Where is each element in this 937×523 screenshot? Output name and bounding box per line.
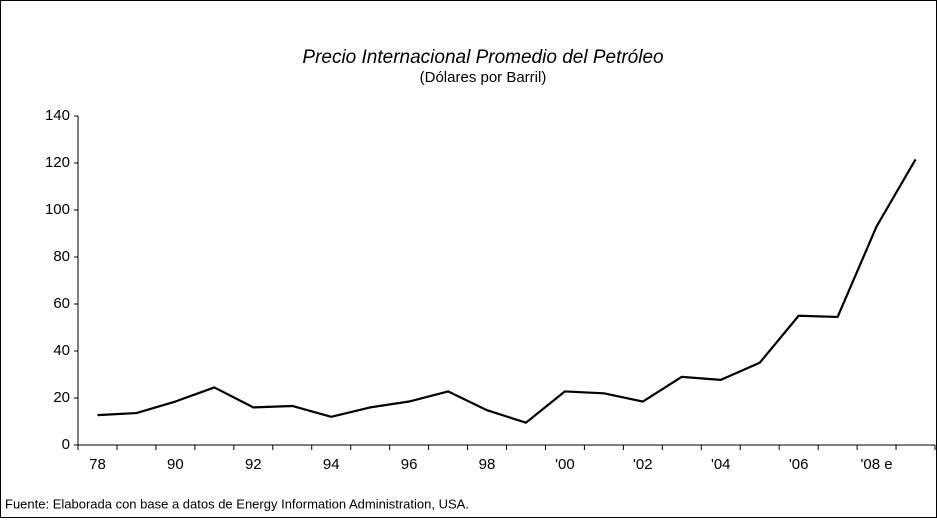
data-line xyxy=(97,158,917,424)
y-tick-label: 60 xyxy=(53,295,70,312)
chart-title: Precio Internacional Promedio del Petról… xyxy=(302,47,663,68)
x-tick-label: 94 xyxy=(323,456,340,473)
y-tick-label: 100 xyxy=(45,201,70,218)
y-tick-label: 40 xyxy=(53,342,70,359)
x-tick-label: '06 xyxy=(789,456,809,473)
y-tick-label: 140 xyxy=(45,107,70,124)
x-tick-label: 98 xyxy=(479,456,496,473)
x-tick-label: '04 xyxy=(711,456,731,473)
y-tick-label: 20 xyxy=(53,389,70,406)
x-tick-label: 96 xyxy=(401,456,418,473)
y-tick-label: 0 xyxy=(62,436,70,453)
y-tick-label: 80 xyxy=(53,248,70,265)
x-tick-label: '02 xyxy=(633,456,653,473)
x-tick-label: 78 xyxy=(89,456,106,473)
x-tick-label: 92 xyxy=(245,456,262,473)
source-note: Fuente: Elaborada con base a datos de En… xyxy=(5,496,469,511)
y-tick-label: 120 xyxy=(45,154,70,171)
x-tick-label: '00 xyxy=(555,456,575,473)
x-tick-label: '08 e xyxy=(861,456,893,473)
chart-subtitle: (Dólares por Barril) xyxy=(420,69,547,86)
x-tick-label: 90 xyxy=(167,456,184,473)
